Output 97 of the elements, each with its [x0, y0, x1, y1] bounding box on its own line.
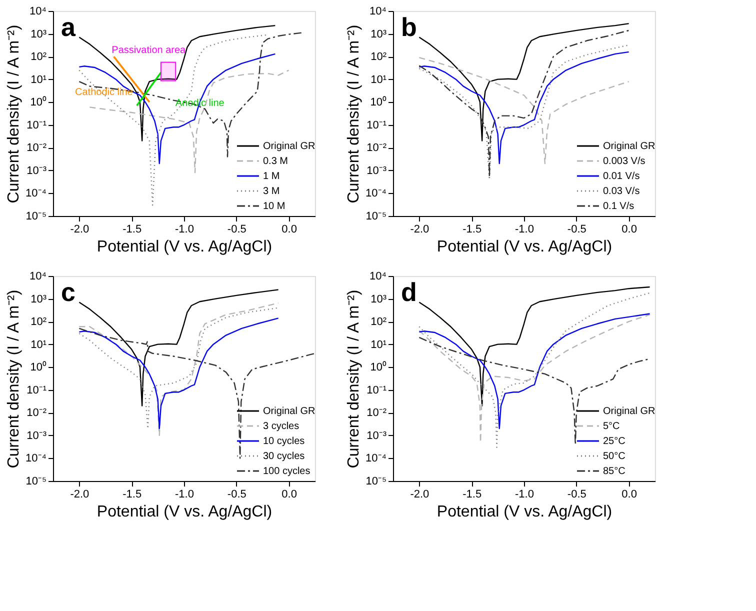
legend-label: Original GR: [603, 141, 656, 152]
y-tick-label: 10⁻²: [366, 142, 387, 154]
y-tick-label: 10⁻⁵: [366, 210, 386, 222]
y-tick-label: 10⁻⁴: [26, 452, 47, 465]
legend-label: 3 M: [263, 186, 280, 197]
y-tick-label: 10⁻¹: [366, 384, 387, 396]
y-tick-label: 10⁻²: [26, 407, 47, 420]
x-tick-label: -1.0: [515, 488, 534, 500]
x-tick-label: -2.0: [70, 488, 90, 500]
y-tick-label: 10³: [30, 28, 47, 40]
y-tick-label: 10⁻²: [366, 407, 387, 420]
legend-label: Original GR: [603, 406, 656, 417]
y-tick-label: 10³: [370, 293, 387, 306]
y-tick-label: 10⁻⁴: [366, 452, 387, 465]
x-axis-title: Potential (V vs. Ag/AgCl): [436, 504, 612, 520]
x-tick-label: -0.5: [227, 488, 246, 500]
annotation: Cathodic line: [75, 87, 134, 98]
x-axis-title: Potential (V vs. Ag/AgCl): [96, 504, 272, 520]
legend-label: 50°C: [603, 451, 626, 462]
x-tick-label: -1.5: [462, 488, 482, 500]
chart-title: d: [401, 277, 417, 307]
y-tick-label: 10¹: [370, 338, 387, 351]
y-tick-label: 10²: [370, 51, 387, 64]
x-tick-label: -1.0: [515, 224, 534, 236]
y-tick-label: 10⁴: [370, 270, 387, 282]
legend-label: 0.03 V/s: [603, 186, 640, 197]
band-label: Passivation area: [112, 44, 186, 56]
y-tick-label: 10⁴: [370, 6, 387, 18]
legend-label: 100 cycles: [263, 466, 310, 477]
x-tick-label: 0.0: [622, 488, 637, 500]
x-tick-label: -2.0: [410, 488, 430, 500]
y-tick-label: 10⁻³: [366, 430, 387, 442]
x-axis-title: Potential (V vs. Ag/AgCl): [96, 238, 272, 256]
y-tick-label: 10¹: [370, 74, 387, 86]
y-axis-title: Current density (I / A m⁻²): [6, 24, 23, 204]
y-tick-label: 10⁻⁵: [366, 476, 386, 488]
y-tick-label: 10²: [30, 316, 47, 328]
line-series: [78, 289, 279, 406]
legend-label: 0.3 M: [263, 156, 288, 167]
legend-label: 85°C: [603, 466, 626, 477]
x-tick-label: -0.5: [567, 488, 586, 500]
legend-label: 1 M: [263, 171, 280, 182]
y-tick-label: 10¹: [30, 338, 47, 351]
y-tick-label: 10¹: [30, 74, 47, 86]
legend-label: 0.01 V/s: [603, 171, 640, 182]
legend-label: 3 cycles: [263, 421, 300, 432]
legend-label: 10 M: [263, 201, 286, 212]
y-tick-label: 10⁻³: [366, 164, 387, 177]
y-tick-label: 10⁻¹: [366, 119, 387, 132]
legend-label: 5°C: [603, 421, 620, 432]
y-axis-title: Current density (I / A m⁻²): [346, 24, 363, 204]
line-series: [418, 22, 630, 142]
y-tick-label: 10³: [370, 28, 387, 40]
legend-label: 10 cycles: [263, 436, 305, 447]
y-tick-label: 10²: [370, 316, 387, 328]
y-tick-label: 10³: [30, 293, 47, 306]
x-tick-label: -1.0: [175, 488, 194, 500]
x-axis-title: Potential (V vs. Ag/AgCl): [436, 238, 612, 256]
y-tick-label: 10⁴: [30, 270, 47, 282]
x-tick-label: -1.0: [175, 224, 194, 236]
y-tick-label: 10⁻²: [26, 142, 47, 154]
y-tick-label: 10⁻³: [26, 164, 47, 177]
y-tick-label: 10⁻⁴: [366, 188, 387, 200]
x-tick-label: -1.5: [122, 224, 142, 236]
y-tick-label: 10⁻⁴: [26, 188, 47, 200]
legend-label: 0.003 V/s: [603, 156, 646, 167]
y-tick-label: 10⁰: [370, 96, 386, 109]
y-tick-label: 10⁻¹: [26, 119, 47, 132]
x-tick-label: 0.0: [622, 224, 637, 236]
chart-title: b: [401, 12, 417, 42]
legend-label: 30 cycles: [263, 451, 305, 462]
x-tick-label: -1.5: [462, 224, 482, 236]
chart-title: a: [61, 12, 76, 42]
x-tick-label: -0.5: [227, 224, 246, 236]
legend-label: Original GR: [263, 141, 316, 152]
legend-label: 25°C: [603, 436, 626, 447]
x-tick-label: 0.0: [282, 488, 297, 500]
y-tick-label: 10⁻³: [26, 430, 47, 442]
x-tick-label: -0.5: [567, 224, 586, 236]
y-axis-title: Current density (I / A m⁻²): [346, 290, 363, 468]
legend-label: 0.1 V/s: [603, 201, 634, 212]
x-tick-label: -1.5: [122, 488, 142, 500]
legend-label: Original GR: [263, 406, 316, 417]
y-tick-label: 10⁻¹: [26, 384, 47, 396]
y-tick-label: 10⁻⁵: [26, 476, 46, 488]
y-tick-label: 10⁰: [30, 360, 46, 374]
y-tick-label: 10²: [30, 51, 47, 64]
y-tick-label: 10⁰: [370, 360, 386, 374]
chart-title: c: [61, 277, 76, 307]
y-tick-label: 10⁰: [30, 96, 46, 109]
x-tick-label: -2.0: [410, 224, 430, 236]
x-tick-label: -2.0: [70, 224, 90, 236]
y-tick-label: 10⁻⁵: [26, 210, 46, 222]
line-series: [418, 286, 650, 406]
y-tick-label: 10⁴: [30, 6, 47, 18]
y-axis-title: Current density (I / A m⁻²): [6, 290, 23, 468]
x-tick-label: 0.0: [282, 224, 297, 236]
